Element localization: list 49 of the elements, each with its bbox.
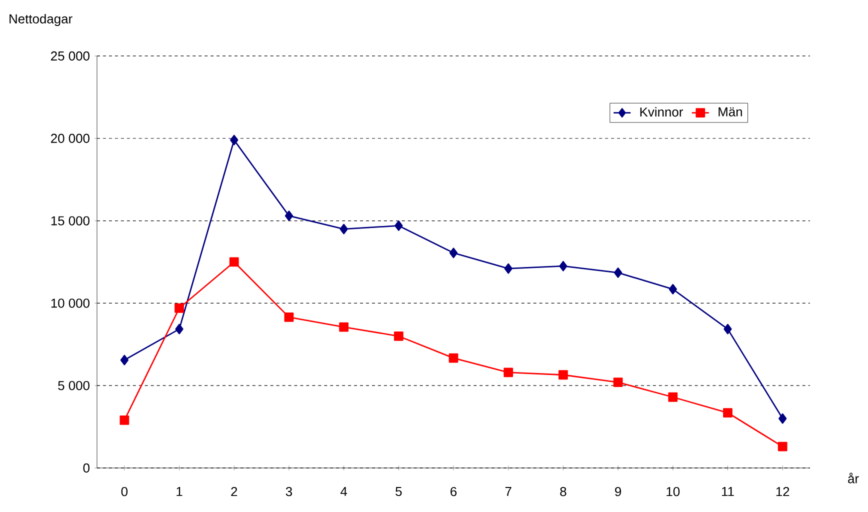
point — [174, 303, 184, 313]
y-tick-label: 25 000 — [51, 51, 90, 61]
point — [175, 324, 184, 334]
point — [724, 324, 732, 334]
x-tick-label: 4 — [340, 487, 348, 496]
point — [723, 408, 732, 418]
point — [394, 331, 404, 341]
y-tick-label: 10 000 — [51, 298, 90, 308]
x-tick-label: 3 — [286, 487, 292, 496]
legend-label: Män — [718, 107, 742, 116]
point — [504, 263, 512, 274]
y-tick-label: 20 000 — [51, 134, 90, 143]
point — [614, 267, 622, 278]
x-tick-label: 5 — [396, 487, 402, 496]
x-tick-label: 10 — [666, 487, 680, 496]
x-tick-label: 1 — [176, 487, 182, 496]
x-tick-label: 9 — [615, 487, 622, 496]
point — [394, 220, 403, 231]
point — [229, 257, 239, 267]
y-tick-label: 5 000 — [58, 380, 90, 390]
x-tick-label: 6 — [450, 487, 457, 496]
point — [120, 415, 130, 425]
x-axis-title: år — [848, 472, 859, 484]
point — [778, 442, 788, 452]
point — [120, 354, 129, 366]
point — [284, 210, 294, 222]
point — [230, 134, 238, 146]
y-tick-label: 0 — [83, 463, 90, 473]
point — [558, 370, 568, 380]
x-tick-label: 8 — [560, 487, 566, 496]
point — [339, 322, 349, 332]
point — [559, 260, 568, 272]
y-axis-title: Nettodagar — [10, 14, 72, 26]
point — [449, 248, 458, 258]
point — [778, 413, 787, 424]
x-tick-label: 12 — [776, 487, 790, 496]
point — [284, 312, 294, 322]
y-tick-label: 15 000 — [51, 216, 90, 226]
x-tick-label: 11 — [722, 487, 734, 496]
point — [340, 224, 348, 234]
point — [668, 392, 678, 402]
x-tick-label: 7 — [505, 487, 512, 496]
legend-label: Kvinnor — [640, 107, 683, 117]
x-tick-label: 0 — [121, 487, 128, 496]
point — [504, 368, 514, 378]
x-tick-label: 2 — [231, 487, 238, 496]
point — [668, 284, 677, 294]
point — [613, 378, 623, 387]
point — [448, 353, 458, 363]
